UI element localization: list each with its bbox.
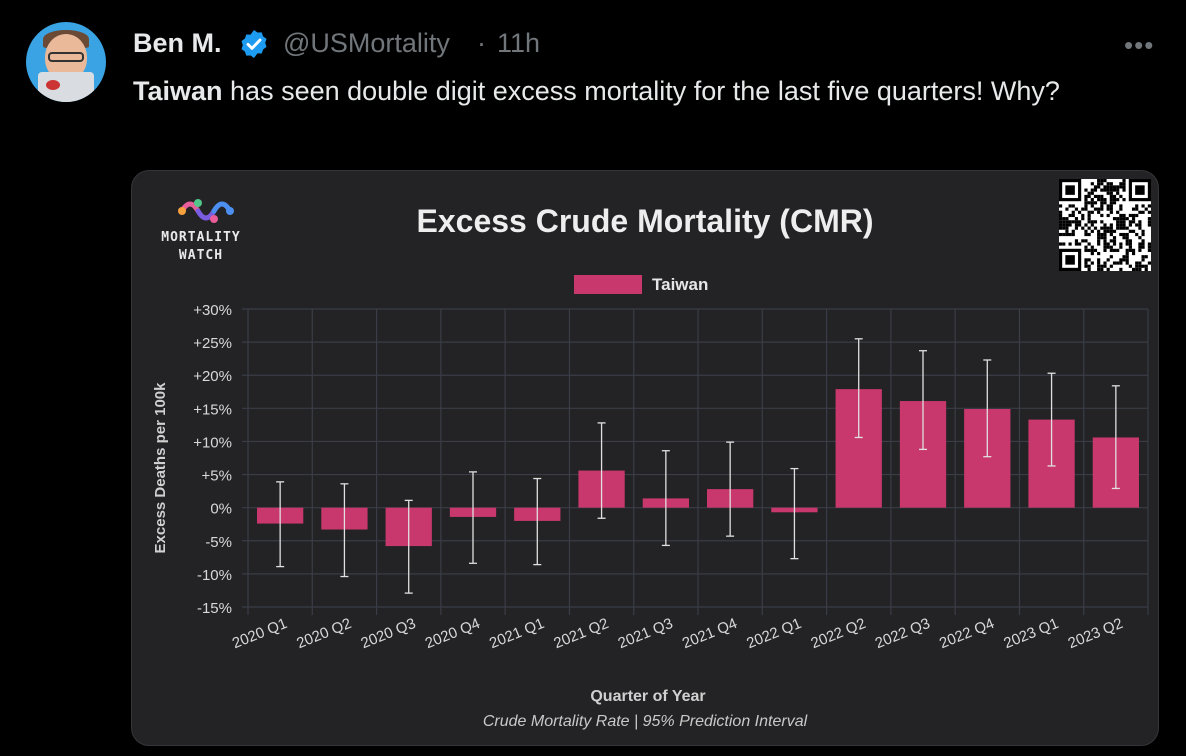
x-tick-label: 2023 Q1 xyxy=(1001,615,1061,652)
bar-chart: +30%+25%+20%+15%+10%+5%0%-5%-10%-15%2020… xyxy=(152,302,1149,705)
y-tick-label: +15% xyxy=(193,401,232,418)
x-tick-label: 2021 Q3 xyxy=(616,615,676,652)
y-tick-label: 0% xyxy=(210,501,232,518)
x-tick-label: 2021 Q2 xyxy=(551,615,611,652)
y-tick-label: +10% xyxy=(193,434,232,451)
logo-line-1: MORTALITY xyxy=(161,230,241,245)
x-tick-label: 2020 Q1 xyxy=(230,615,290,652)
x-tick-label: 2020 Q2 xyxy=(294,615,354,652)
logo-line-2: WATCH xyxy=(178,248,224,263)
verified-badge-icon xyxy=(241,30,267,58)
y-tick-label: +30% xyxy=(193,302,232,319)
avatar-laptop-sticker xyxy=(46,80,60,90)
x-tick-label: 2020 Q3 xyxy=(358,615,418,652)
author-name[interactable]: Ben M. xyxy=(133,28,222,58)
x-tick-label: 2022 Q1 xyxy=(744,615,804,652)
y-tick-label: +25% xyxy=(193,335,232,352)
meta-separator: · xyxy=(477,28,486,58)
x-tick-label: 2021 Q1 xyxy=(487,615,547,652)
y-axis-title: Excess Deaths per 100k xyxy=(152,382,169,554)
qr-code xyxy=(1059,179,1151,271)
more-options-icon[interactable]: ••• xyxy=(1124,30,1155,60)
media-card[interactable]: MORTALITY WATCH Excess Crude Mortality (… xyxy=(131,170,1159,746)
y-tick-label: -10% xyxy=(197,567,232,584)
chart-title: Excess Crude Mortality (CMR) xyxy=(416,203,874,239)
x-tick-label: 2023 Q2 xyxy=(1066,615,1126,652)
logo-text: MORTALITY WATCH xyxy=(146,229,256,265)
tweet-text-bold: Taiwan xyxy=(133,76,223,106)
author-handle[interactable]: @USMortality xyxy=(283,28,450,58)
x-axis-title: Quarter of Year xyxy=(590,688,705,705)
logo-mark xyxy=(178,199,234,223)
avatar-glasses xyxy=(48,52,84,62)
x-tick-label: 2021 Q4 xyxy=(680,615,740,652)
legend-label: Taiwan xyxy=(652,275,709,294)
y-tick-label: -5% xyxy=(205,534,232,551)
x-tick-label: 2020 Q4 xyxy=(423,615,483,652)
tweet-text: Taiwan has seen double digit excess mort… xyxy=(133,72,1153,110)
tweet-text-body: has seen double digit excess mortality f… xyxy=(222,76,1060,106)
tweet-timestamp[interactable]: 11h xyxy=(497,28,541,58)
y-tick-label: +20% xyxy=(193,368,232,385)
avatar-laptop xyxy=(38,72,94,102)
y-tick-label: -15% xyxy=(197,600,232,617)
x-tick-label: 2022 Q2 xyxy=(808,615,868,652)
avatar[interactable] xyxy=(26,22,106,102)
x-tick-label: 2022 Q3 xyxy=(873,615,933,652)
mortality-watch-logo xyxy=(178,199,234,223)
x-tick-label: 2022 Q4 xyxy=(937,615,997,652)
legend-swatch xyxy=(574,275,642,294)
y-tick-label: +5% xyxy=(202,468,232,485)
chart-footnote: Crude Mortality Rate | 95% Prediction In… xyxy=(482,713,808,730)
